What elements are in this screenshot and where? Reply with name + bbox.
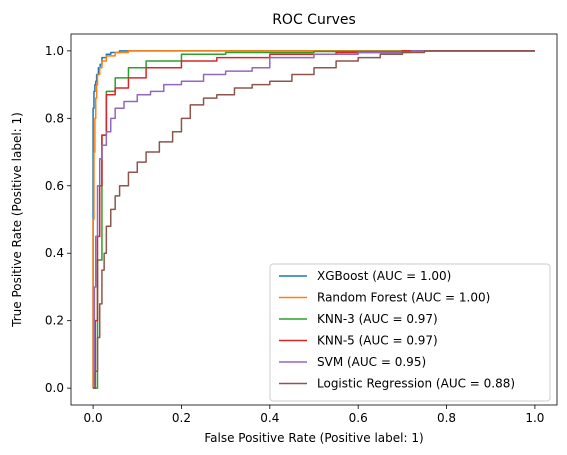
series-group [92, 50, 535, 389]
series-line-5 [93, 50, 535, 389]
x-axis-label: False Positive Rate (Positive label: 1) [204, 431, 423, 445]
x-tick-label: 0.8 [437, 411, 456, 425]
legend-label: XGBoost (AUC = 1.00) [317, 269, 451, 283]
plot-area: 0.0 0.2 0.4 0.6 0.8 1.0 0.0 0.2 0.4 0.6 0.8 1.0 [45, 33, 558, 425]
y-tick-label: 0.0 [45, 381, 64, 395]
legend-label: KNN-3 (AUC = 0.97) [317, 312, 438, 326]
legend: XGBoost (AUC = 1.00) Random Forest (AUC =… [269, 263, 551, 402]
legend-label: Logistic Regression (AUC = 0.88) [317, 377, 515, 391]
x-tick-label: 1.0 [525, 411, 544, 425]
legend-box [269, 263, 551, 402]
series-line-4 [93, 50, 535, 389]
y-tick-label: 0.8 [45, 111, 64, 125]
y-axis-label: True Positive Rate (Positive label: 1) [10, 112, 24, 328]
y-tick-label: 0.6 [45, 179, 64, 193]
axes-frame [70, 33, 558, 406]
legend-label: SVM (AUC = 0.95) [317, 355, 426, 369]
x-tick-label: 0.0 [84, 411, 103, 425]
x-tick-label: 0.6 [349, 411, 368, 425]
legend-label: KNN-5 (AUC = 0.97) [317, 334, 438, 348]
series-line-2 [93, 50, 535, 389]
x-tick-label: 0.2 [172, 411, 191, 425]
y-tick-label: 0.4 [45, 246, 64, 260]
series-line-1 [92, 50, 535, 389]
chart-title: ROC Curves [272, 12, 356, 28]
series-line-3 [93, 50, 535, 389]
x-tick-label: 0.4 [260, 411, 279, 425]
y-tick-label: 0.2 [45, 314, 64, 328]
legend-label: Random Forest (AUC = 1.00) [317, 291, 490, 305]
y-tick-label: 1.0 [45, 44, 64, 58]
